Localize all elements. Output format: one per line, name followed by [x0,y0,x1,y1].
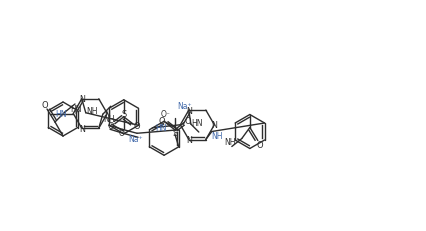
Text: S: S [172,129,177,138]
Text: O: O [256,140,262,149]
Text: NH: NH [224,137,235,146]
Text: N: N [79,124,84,133]
Text: O: O [184,117,191,126]
Text: Na⁺: Na⁺ [177,102,192,111]
Text: O: O [133,122,140,131]
Text: HN: HN [190,118,202,127]
Text: HN: HN [55,109,66,119]
Text: N: N [104,109,110,119]
Text: O: O [158,117,165,126]
Text: HN: HN [155,124,167,133]
Text: S: S [121,110,126,119]
Text: Na⁺: Na⁺ [128,135,143,144]
Text: N: N [211,121,217,130]
Text: HN: HN [70,105,81,114]
Text: O⁻: O⁻ [118,129,128,138]
Text: O: O [42,101,48,110]
Text: N: N [185,106,191,115]
Text: NH: NH [210,131,222,140]
Text: NH: NH [103,114,114,123]
Text: N: N [185,135,191,144]
Text: N: N [79,95,84,104]
Text: O: O [107,122,114,131]
Text: O⁻: O⁻ [161,110,170,119]
Text: NH: NH [86,107,97,116]
